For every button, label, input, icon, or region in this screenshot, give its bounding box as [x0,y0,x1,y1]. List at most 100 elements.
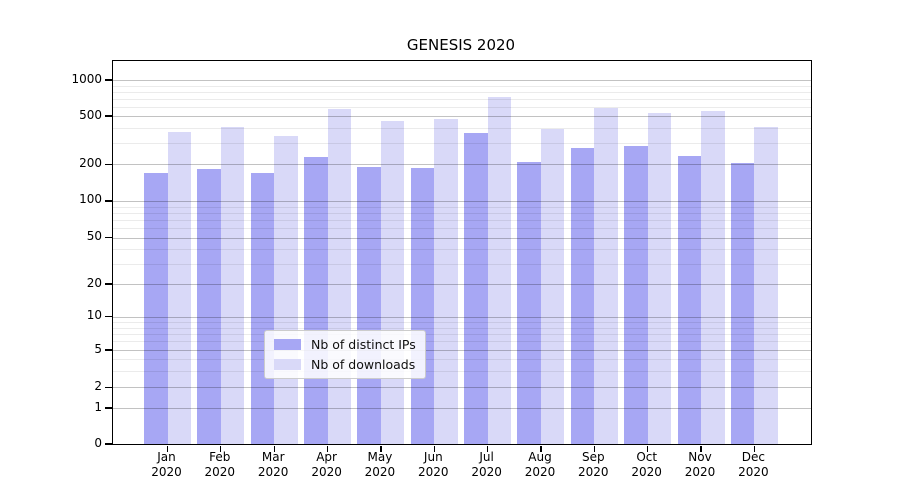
bar-downloads-apr [327,109,352,444]
minor-gridline [113,263,811,265]
legend-label-downloads: Nb of downloads [311,357,416,372]
y-tick-label: 200 [79,155,102,170]
x-tick-label-mar: Mar 2020 [241,450,305,480]
minor-gridline [113,219,811,221]
x-tick-mark [753,445,755,452]
minor-gridline [113,85,811,87]
x-tick-mark [326,445,329,452]
minor-gridline [113,98,811,100]
legend-swatch-distinct-ips [274,339,301,350]
legend-row-distinct-ips: Nb of distinct IPs [274,337,416,352]
bar-distinct-ips-oct [624,146,648,444]
x-tick-label-aug: Aug 2020 [508,450,572,480]
minor-gridline [113,327,811,329]
x-tick-label-oct: Oct 2020 [615,450,679,480]
plot-area [105,60,812,452]
minor-gridline [113,127,811,129]
month-name: Dec [741,450,765,464]
month-year: 2020 [364,465,396,479]
x-tick-label-dec: Dec 2020 [721,450,785,480]
bar-downloads-aug [540,129,565,444]
y-tick-mark [105,79,112,81]
bar-downloads-may [380,120,405,444]
month-year: 2020 [204,465,236,479]
month-year: 2020 [578,465,609,479]
y-tick-label: 10 [86,308,102,323]
x-tick-mark [220,445,222,452]
y-tick-mark [105,443,112,445]
minor-gridline [113,106,811,108]
legend-label-distinct-ips: Nb of distinct IPs [311,337,416,352]
y-tick-label: 100 [79,192,102,207]
minor-gridline [113,370,811,372]
month-year: 2020 [418,465,449,479]
major-gridline [113,200,811,202]
bar-downloads-jul [487,97,512,444]
minor-gridline [113,227,811,229]
month-name: Oct [636,450,658,464]
month-name: Apr [316,450,337,464]
x-tick-label-jan: Jan 2020 [135,450,199,480]
minor-gridline [113,341,811,343]
month-year: 2020 [524,465,556,479]
month-name: Feb [209,450,231,464]
y-tick-label: 20 [86,275,102,290]
y-tick-label: 0 [94,435,102,450]
bar-distinct-ips-jul [464,133,488,444]
legend-swatch-downloads [274,359,301,370]
minor-gridline [113,142,811,144]
x-tick-mark [273,445,275,452]
y-tick-mark [105,115,112,117]
minor-gridline [113,333,811,335]
x-tick-mark [593,445,595,452]
month-year: 2020 [684,465,716,479]
x-tick-mark [700,445,702,452]
y-tick-label: 1000 [71,71,102,86]
y-tick-mark [105,200,112,202]
minor-gridline [113,206,811,208]
minor-gridline [113,212,811,214]
y-tick-mark [105,349,112,351]
x-tick-label-apr: Apr 2020 [295,450,359,480]
bar-distinct-ips-jan [144,172,168,444]
x-tick-mark [380,445,382,452]
bar-downloads-feb [220,127,245,444]
x-tick-mark [647,445,649,452]
major-gridline [113,80,811,81]
bar-distinct-ips-feb [197,168,221,444]
y-tick-mark [105,316,112,318]
month-name: Nov [688,450,712,464]
minor-gridline [113,359,811,361]
bar-downloads-dec [754,127,778,444]
major-gridline [113,116,811,117]
bar-distinct-ips-dec [730,162,755,444]
y-tick-label: 5 [94,341,102,356]
legend-row-downloads: Nb of downloads [274,357,416,372]
bar-distinct-ips-aug [517,162,541,444]
y-tick-mark [105,407,112,409]
month-year: 2020 [631,465,662,479]
major-gridline [113,408,811,409]
legend: Nb of distinct IPs Nb of downloads [264,330,426,379]
x-tick-label-jun: Jun 2020 [401,450,465,480]
month-year: 2020 [257,465,289,479]
y-tick-label: 500 [79,107,102,122]
major-gridline [113,387,811,389]
x-tick-label-may: May 2020 [348,450,412,480]
major-gridline [113,316,811,318]
x-tick-label-jul: Jul 2020 [455,450,519,480]
month-year: 2020 [471,465,502,479]
bar-downloads-nov [701,111,725,444]
x-tick-mark [166,445,169,452]
minor-gridline [113,321,811,323]
bar-downloads-sep [594,108,618,444]
month-name: May [367,450,393,464]
y-tick-label: 2 [94,378,102,393]
month-name: Mar [261,450,285,464]
minor-gridline [113,248,811,250]
month-name: Sep [581,450,605,464]
x-tick-mark [486,445,489,452]
major-gridline [113,237,811,239]
month-name: Jul [479,450,494,464]
